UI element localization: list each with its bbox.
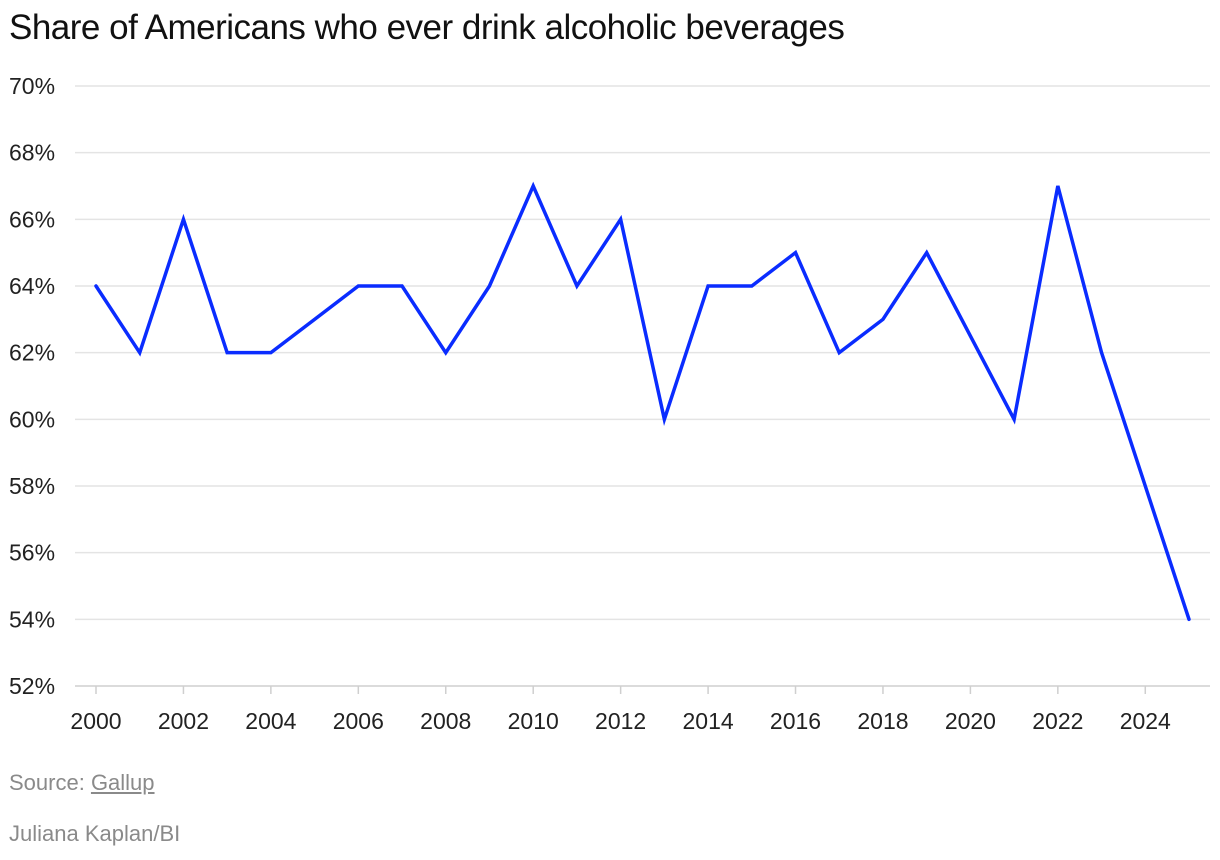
y-tick-label: 54% — [9, 606, 55, 632]
y-tick-label: 52% — [9, 673, 55, 699]
x-tick-label: 2010 — [508, 708, 559, 734]
credit-note: Juliana Kaplan/BI — [9, 821, 181, 846]
x-tick-label: 2024 — [1120, 708, 1171, 734]
source-label: Source: — [9, 770, 91, 795]
source-link[interactable]: Gallup — [90, 770, 155, 795]
y-tick-label: 66% — [9, 206, 55, 232]
y-tick-label: 62% — [9, 340, 55, 366]
x-tick-label: 2016 — [770, 708, 821, 734]
source-note: Source: Gallup — [9, 770, 155, 796]
x-tick-label: 2002 — [158, 708, 209, 734]
x-tick-label: 2000 — [70, 708, 121, 734]
y-tick-label: 68% — [9, 140, 55, 166]
y-tick-label: 56% — [9, 540, 55, 566]
x-tick-label: 2018 — [857, 708, 908, 734]
x-tick-label: 2004 — [245, 708, 296, 734]
x-tick-label: 2012 — [595, 708, 646, 734]
x-tick-label: 2022 — [1032, 708, 1083, 734]
gridlines — [75, 85, 1210, 687]
series-line — [94, 181, 1191, 622]
y-axis-ticks: 52% 54% 56% 58% 60% 62% 64% 66% 68% 70% — [9, 73, 55, 699]
y-tick-label: 58% — [9, 473, 55, 499]
x-tick-label: 2006 — [333, 708, 384, 734]
x-tick-label: 2020 — [945, 708, 996, 734]
y-tick-label: 70% — [9, 73, 55, 99]
x-tick-label: 2008 — [420, 708, 471, 734]
series-lines — [94, 181, 1191, 622]
x-tick-label: 2014 — [682, 708, 733, 734]
x-axis-ticks: 2000 2002 2004 2006 2008 2010 2012 2014 2016 2018… — [70, 686, 1171, 734]
chart-title: Share of Americans who ever drink alcoho… — [9, 8, 845, 47]
y-tick-label: 64% — [9, 273, 55, 299]
y-tick-label: 60% — [9, 406, 55, 432]
